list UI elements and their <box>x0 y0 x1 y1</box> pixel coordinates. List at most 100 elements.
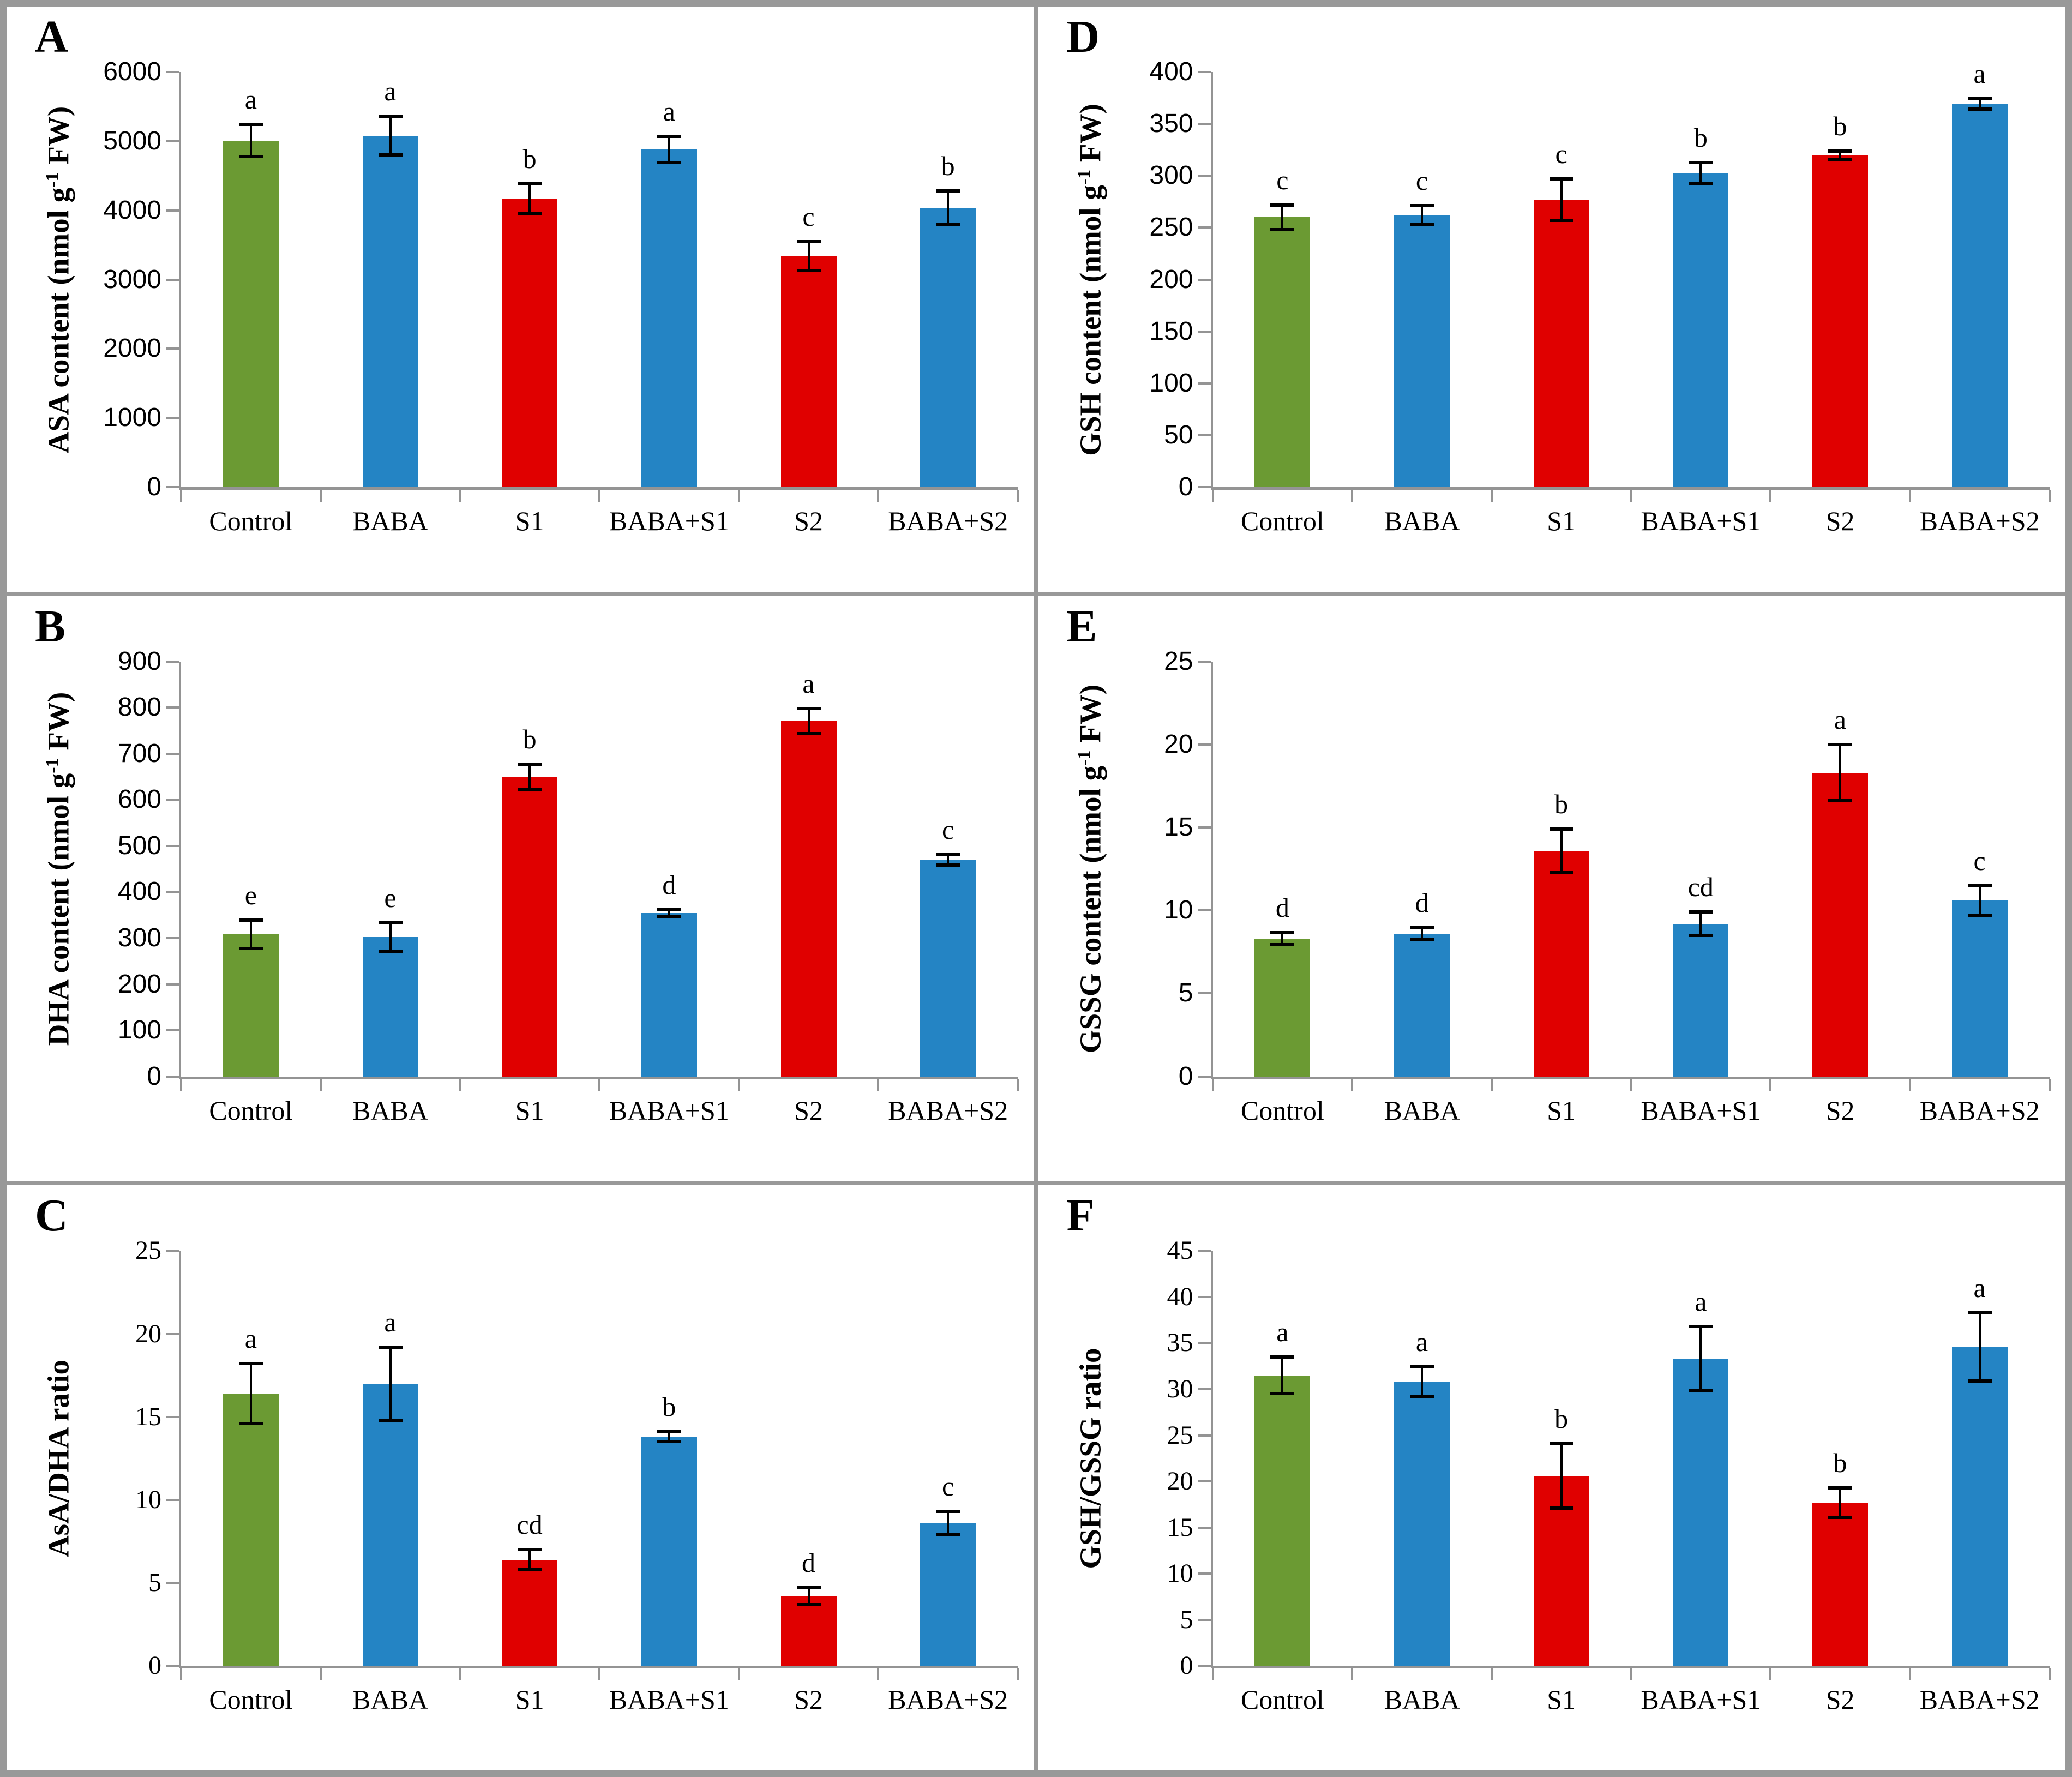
y-tick-label: 5 <box>1180 1605 1193 1634</box>
x-category-label: S1 <box>515 1684 544 1715</box>
error-bar-line <box>1699 1326 1702 1391</box>
bar-baba-plus-s1 <box>1673 1359 1729 1666</box>
x-axis-tick <box>1908 490 1911 502</box>
y-axis-tick <box>166 1075 179 1078</box>
y-axis-tick <box>166 706 179 709</box>
error-bar-line <box>249 124 252 157</box>
x-axis-tick <box>737 1079 740 1091</box>
y-axis-tick <box>166 891 179 893</box>
x-category-label: BABA <box>1384 1095 1460 1126</box>
y-tick-label: 500 <box>117 831 161 860</box>
x-axis-tick <box>1490 490 1493 502</box>
y-tick-label: 4000 <box>103 195 161 225</box>
y-axis-tick <box>166 1332 179 1335</box>
y-tick-label: 900 <box>117 646 161 676</box>
y-axis-tick <box>166 660 179 663</box>
y-tick-label: 5000 <box>103 126 161 155</box>
significance-letter: cd <box>1687 872 1714 903</box>
x-axis-tick <box>1351 490 1354 502</box>
significance-letter: c <box>802 201 815 232</box>
error-bar-cap-top <box>1828 742 1852 746</box>
x-axis-line <box>179 1076 1018 1079</box>
x-axis-line <box>179 1666 1018 1669</box>
x-axis-tick <box>459 1668 461 1681</box>
x-axis-tick <box>737 490 740 502</box>
y-tick-label: 600 <box>117 785 161 814</box>
x-axis-tick <box>1017 1079 1019 1091</box>
bar-baba-plus-s2 <box>920 207 976 487</box>
bar-s2 <box>1812 1503 1868 1666</box>
y-axis-tick <box>166 1665 179 1667</box>
y-axis-tick <box>166 1582 179 1584</box>
y-axis-tick <box>1197 226 1211 229</box>
x-axis-tick <box>1769 1668 1772 1681</box>
significance-letter: c <box>1973 845 1986 876</box>
error-bar-line <box>1560 829 1563 873</box>
x-axis-tick <box>1017 1668 1019 1681</box>
bar-baba-plus-s2 <box>920 1523 976 1666</box>
panel-letter: C <box>35 1190 68 1241</box>
significance-letter: a <box>1415 1326 1428 1358</box>
significance-letter: c <box>942 1471 954 1502</box>
significance-letter: d <box>1415 887 1429 918</box>
x-axis-tick <box>180 490 182 502</box>
error-bar-line <box>947 1511 950 1535</box>
y-tick-label: 0 <box>1178 472 1193 501</box>
significance-letter: cd <box>517 1509 543 1540</box>
y-tick-label: 6000 <box>103 57 161 86</box>
y-tick-label: 30 <box>1167 1374 1193 1403</box>
error-bar-cap-top <box>1967 884 1992 887</box>
y-tick-label: 250 <box>1149 213 1193 242</box>
error-bar-line <box>1421 1367 1423 1397</box>
y-axis-tick <box>1197 486 1211 488</box>
x-category-label: S2 <box>794 1684 823 1715</box>
y-axis-tick <box>166 140 179 142</box>
y-axis-tick <box>1197 660 1211 663</box>
bar-s1 <box>502 777 558 1077</box>
y-axis-title-part: -1 <box>1074 169 1095 185</box>
error-bar-cap-top <box>518 182 542 186</box>
y-axis-title-part: AsA/DHA ratio <box>41 1359 75 1557</box>
error-bar-line <box>1978 1312 1981 1381</box>
error-bar-cap-top <box>796 706 821 710</box>
y-axis-tick <box>166 936 179 939</box>
error-bar-cap-bottom <box>657 161 681 165</box>
bar-baba <box>362 1383 418 1666</box>
x-axis-line <box>179 487 1018 490</box>
error-bar-cap-top <box>1410 204 1434 208</box>
panel-C: C AsA/DHA ratio 0 5 10 15 20 25 a Control a BABA cd S… <box>7 1185 1034 1770</box>
y-axis-tick <box>1197 175 1211 177</box>
error-bar-cap-top <box>1828 1486 1852 1490</box>
y-axis-line <box>179 661 181 1079</box>
y-axis-tick <box>1197 1618 1211 1621</box>
significance-letter: b <box>1554 789 1569 820</box>
significance-letter: a <box>1695 1286 1707 1317</box>
x-category-label: S2 <box>794 506 823 536</box>
x-category-label: BABA+S1 <box>1641 1095 1761 1126</box>
significance-letter: a <box>244 1323 257 1354</box>
y-axis-tick <box>1197 1434 1211 1437</box>
error-bar-cap-bottom <box>1689 181 1713 185</box>
x-axis-tick <box>1769 1079 1772 1091</box>
error-bar-line <box>1839 1487 1841 1518</box>
y-axis-line <box>179 72 181 490</box>
y-axis-tick <box>1197 826 1211 829</box>
x-axis-tick <box>877 1079 880 1091</box>
error-bar-cap-bottom <box>378 153 403 157</box>
error-bar-cap-bottom <box>796 731 821 735</box>
error-bar-cap-top <box>238 1362 263 1366</box>
significance-letter: e <box>244 880 257 910</box>
significance-letter: a <box>1973 58 1986 89</box>
significance-letter: b <box>522 143 537 175</box>
y-axis-tick <box>166 1415 179 1418</box>
error-bar-line <box>668 1432 670 1442</box>
error-bar-line <box>1839 151 1841 159</box>
y-axis-line <box>1210 661 1213 1079</box>
y-axis-line <box>179 1251 181 1669</box>
x-category-label: Control <box>1240 1095 1324 1126</box>
x-category-label: BABA+S1 <box>1641 506 1761 536</box>
y-axis-tick <box>166 417 179 419</box>
error-bar-cap-top <box>657 134 681 138</box>
bar-baba-plus-s1 <box>641 1437 697 1666</box>
x-axis-tick <box>1351 1668 1354 1681</box>
